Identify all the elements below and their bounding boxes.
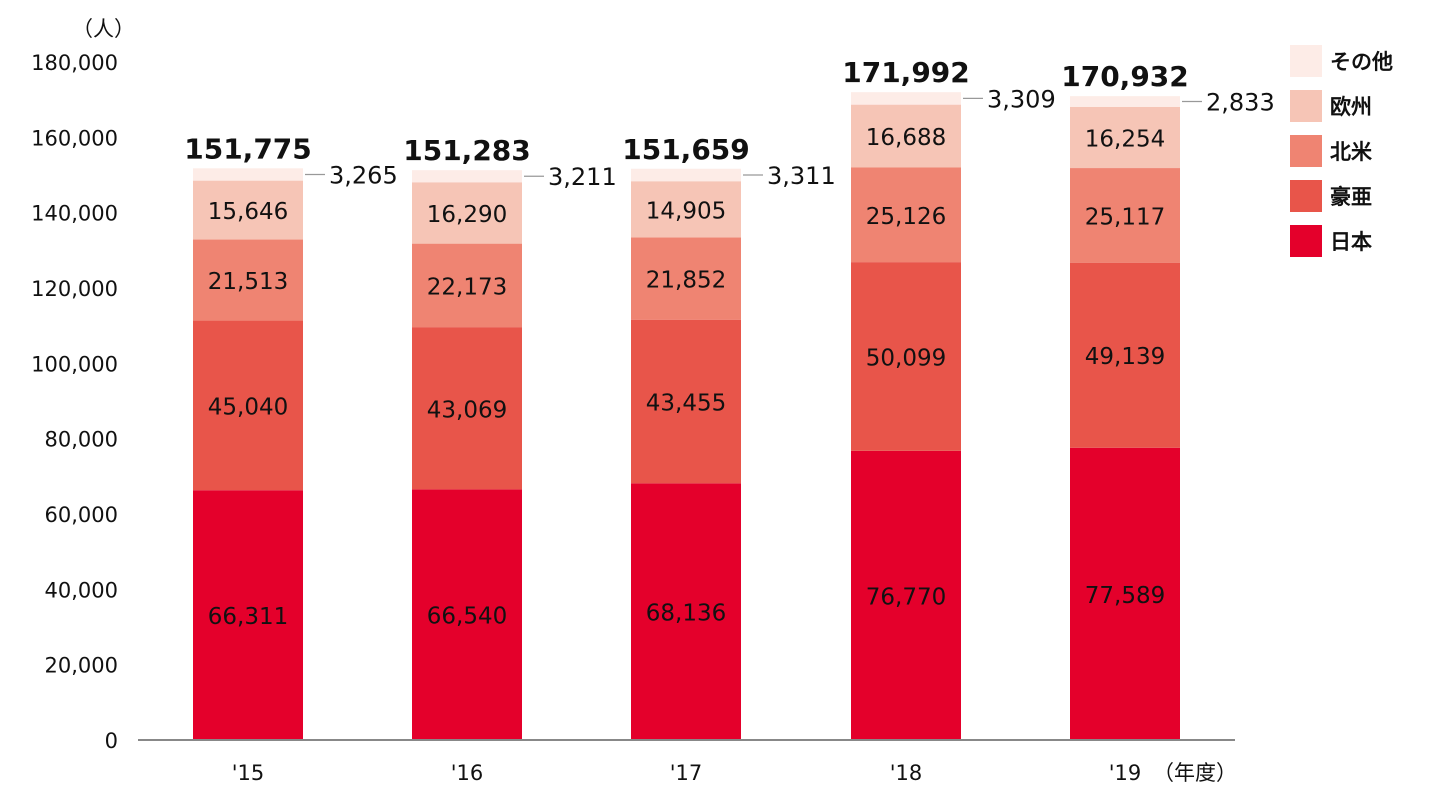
y-axis-unit-label: （人）	[72, 17, 135, 41]
x-tick-label: '16	[451, 761, 484, 785]
total-label: 151,659	[622, 133, 750, 166]
bar-segment-日本	[193, 490, 303, 740]
y-tick-label: 0	[105, 729, 118, 753]
data-label: 16,290	[427, 202, 507, 228]
x-tick-label: '19	[1109, 761, 1142, 785]
y-tick-label: 60,000	[45, 503, 118, 527]
bar-segment-北米	[193, 239, 303, 321]
legend-label: 日本	[1330, 229, 1372, 254]
bar-segment-北米	[631, 237, 741, 320]
bar-stack: 76,770 50,099 25,126 16,688 3,309 171,992	[842, 56, 1056, 740]
y-tick-label: 20,000	[45, 654, 118, 678]
data-label: 68,136	[646, 601, 726, 627]
data-label: 50,099	[866, 345, 946, 371]
total-label: 171,992	[842, 56, 970, 89]
x-tick-label: '17	[670, 761, 703, 785]
bar-stack: 77,589 49,139 25,117 16,254 2,833 170,932	[1061, 60, 1275, 740]
bar-segment-その他	[851, 92, 961, 105]
data-label: 25,117	[1085, 204, 1165, 230]
legend-item: 豪亜	[1290, 173, 1393, 218]
total-label: 170,932	[1061, 60, 1189, 93]
bar-segment-豪亜	[631, 319, 741, 484]
data-label: 66,540	[427, 604, 507, 630]
data-label: 3,309	[987, 85, 1056, 113]
bar-segment-欧州	[851, 104, 961, 168]
y-tick-label: 160,000	[31, 126, 118, 150]
bar-segment-日本	[851, 450, 961, 740]
x-axis-unit-label: （年度）	[1153, 761, 1237, 785]
bar-segment-欧州	[412, 182, 522, 244]
bar-segment-北米	[1070, 168, 1180, 263]
data-label: 43,069	[427, 397, 507, 423]
bar-segment-日本	[1070, 447, 1180, 740]
bar-stack: 66,540 43,069 22,173 16,290 3,211 151,283	[403, 134, 617, 740]
bar-segment-その他	[631, 168, 741, 182]
bar-stack: 66,311 45,040 21,513 15,646 3,265 151,775	[184, 132, 398, 740]
data-label: 22,173	[427, 274, 507, 300]
bar-segment-欧州	[631, 181, 741, 238]
legend-item: 日本	[1290, 218, 1393, 263]
data-label: 49,139	[1085, 344, 1165, 370]
data-label: 45,040	[208, 394, 288, 420]
data-label: 16,254	[1085, 126, 1165, 152]
legend-swatch	[1290, 224, 1322, 257]
bar-segment-豪亜	[851, 262, 961, 451]
data-label: 25,126	[866, 204, 946, 230]
x-tick-label: '15	[232, 761, 265, 785]
data-label: 43,455	[646, 391, 726, 417]
legend-label: 北米	[1330, 139, 1372, 164]
bar-segment-その他	[1070, 96, 1180, 107]
legend-swatch	[1290, 44, 1322, 77]
data-label: 14,905	[646, 198, 726, 224]
legend: その他欧州北米豪亜日本	[1290, 38, 1393, 263]
data-label: 21,513	[208, 269, 288, 295]
bar-segment-北米	[412, 243, 522, 328]
bar-segment-日本	[412, 489, 522, 740]
y-tick-label: 180,000	[31, 51, 118, 75]
data-label: 76,770	[866, 584, 946, 610]
legend-swatch	[1290, 89, 1322, 122]
data-label: 2,833	[1206, 88, 1275, 116]
legend-item: 北米	[1290, 128, 1393, 173]
data-label: 3,211	[548, 163, 617, 191]
data-label: 15,646	[208, 199, 288, 225]
legend-item: 欧州	[1290, 83, 1393, 128]
data-label: 3,311	[767, 162, 836, 190]
data-label: 77,589	[1085, 583, 1165, 609]
bar-segment-豪亜	[412, 327, 522, 490]
bar-segment-北米	[851, 167, 961, 263]
legend-item: その他	[1290, 38, 1393, 83]
legend-label: その他	[1330, 49, 1393, 74]
x-tick-label: '18	[890, 761, 923, 785]
bar-segment-豪亜	[1070, 262, 1180, 448]
bar-segment-その他	[412, 170, 522, 183]
data-label: 66,311	[208, 604, 288, 630]
y-tick-label: 40,000	[45, 578, 118, 602]
data-label: 21,852	[646, 268, 726, 294]
bar-segment-その他	[193, 168, 303, 181]
y-tick-label: 120,000	[31, 277, 118, 301]
y-tick-label: 140,000	[31, 202, 118, 226]
y-tick-label: 80,000	[45, 428, 118, 452]
legend-label: 豪亜	[1330, 184, 1372, 209]
data-label: 16,688	[866, 125, 946, 151]
y-tick-label: 100,000	[31, 352, 118, 376]
bar-segment-欧州	[193, 180, 303, 240]
total-label: 151,775	[184, 132, 312, 165]
bar-segment-日本	[631, 483, 741, 740]
bar-segment-欧州	[1070, 106, 1180, 169]
bar-stack: 68,136 43,455 21,852 14,905 3,311 151,659	[622, 133, 836, 740]
bar-segment-豪亜	[193, 320, 303, 491]
legend-swatch	[1290, 134, 1322, 167]
data-label: 3,265	[329, 161, 398, 189]
legend-label: 欧州	[1330, 94, 1372, 119]
legend-swatch	[1290, 179, 1322, 212]
total-label: 151,283	[403, 134, 531, 167]
